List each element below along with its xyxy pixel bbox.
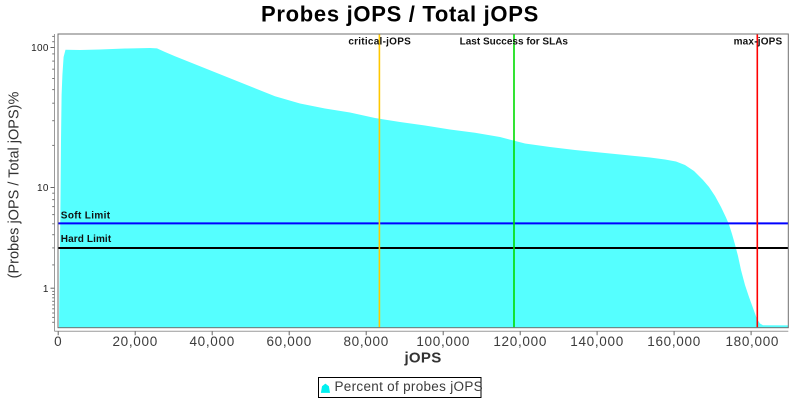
- svg-text:1: 1: [43, 284, 49, 295]
- svg-text:100: 100: [31, 43, 49, 54]
- svg-text:Probes jOPS / Total jOPS: Probes jOPS / Total jOPS: [261, 1, 539, 26]
- svg-text:20,000: 20,000: [112, 334, 158, 349]
- svg-text:180,000: 180,000: [725, 334, 779, 349]
- svg-text:40,000: 40,000: [189, 334, 235, 349]
- svg-text:140,000: 140,000: [570, 334, 624, 349]
- svg-text:max-jOPS: max-jOPS: [734, 37, 783, 48]
- svg-text:Last Success for SLAs: Last Success for SLAs: [460, 37, 569, 48]
- svg-text:(Probes jOPS / Total jOPS)%: (Probes jOPS / Total jOPS)%: [7, 92, 23, 279]
- svg-text:160,000: 160,000: [647, 334, 701, 349]
- svg-text:jOPS: jOPS: [403, 350, 441, 367]
- svg-text:0: 0: [54, 334, 62, 349]
- svg-text:Hard Limit: Hard Limit: [61, 234, 112, 245]
- svg-text:Percent of probes jOPS: Percent of probes jOPS: [335, 379, 483, 394]
- svg-text:10: 10: [37, 183, 49, 194]
- svg-text:60,000: 60,000: [266, 334, 312, 349]
- svg-text:Soft Limit: Soft Limit: [61, 210, 111, 221]
- svg-text:120,000: 120,000: [493, 334, 547, 349]
- svg-text:critical-jOPS: critical-jOPS: [348, 37, 411, 48]
- svg-text:80,000: 80,000: [343, 334, 389, 349]
- svg-text:100,000: 100,000: [416, 334, 470, 349]
